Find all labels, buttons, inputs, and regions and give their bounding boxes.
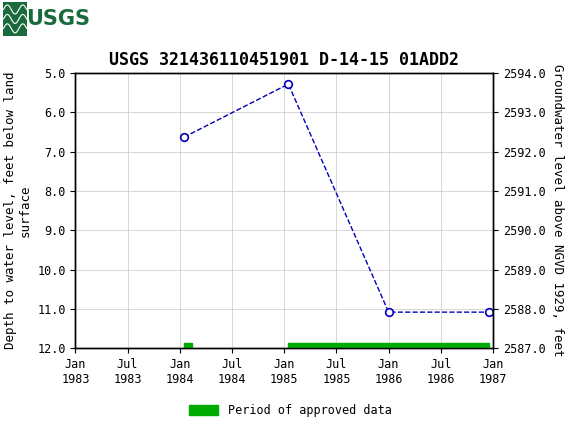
Y-axis label: Groundwater level above NGVD 1929, feet: Groundwater level above NGVD 1929, feet <box>551 64 564 357</box>
Text: USGS: USGS <box>26 9 90 29</box>
Y-axis label: Depth to water level, feet below land
surface: Depth to water level, feet below land su… <box>3 72 32 350</box>
Bar <box>3 2 93 36</box>
Bar <box>3 2 27 36</box>
Legend: Period of approved data: Period of approved data <box>184 399 396 422</box>
Title: USGS 321436110451901 D-14-15 01ADD2: USGS 321436110451901 D-14-15 01ADD2 <box>109 51 459 69</box>
